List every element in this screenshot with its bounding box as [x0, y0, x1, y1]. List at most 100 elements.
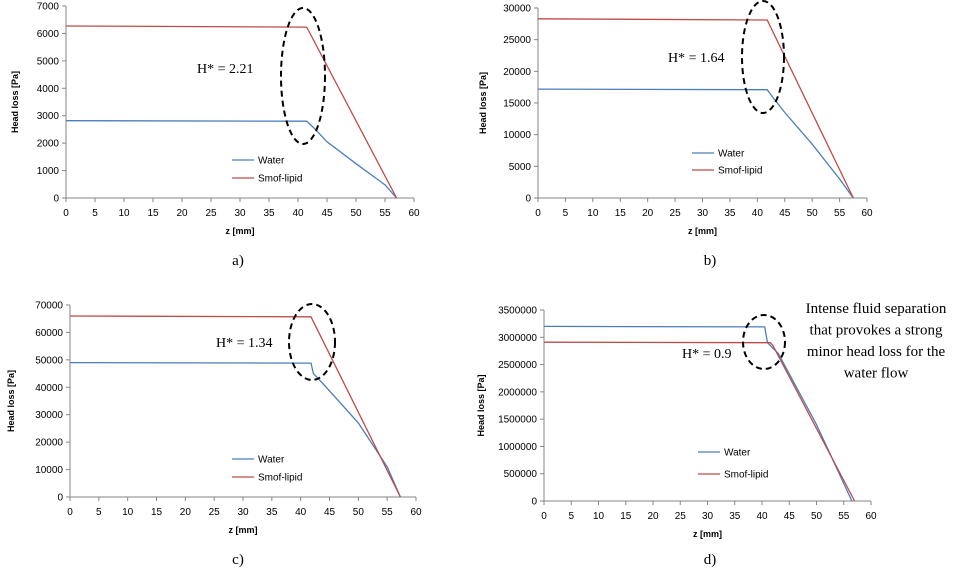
y-tick-label: 500000 [504, 469, 538, 480]
x-tick-label: 15 [620, 511, 632, 522]
x-tick-label: 55 [379, 208, 391, 219]
x-tick-label: 25 [675, 511, 687, 522]
x-tick-label: 45 [324, 507, 336, 518]
y-tick-label: 40000 [35, 383, 63, 394]
x-tick-label: 35 [266, 507, 278, 518]
dashed-ellipse [741, 0, 785, 114]
y-tick-label: 0 [57, 493, 63, 504]
series-line-water [69, 361, 401, 498]
panel-label: a) [232, 253, 244, 269]
x-tick-label: 20 [647, 511, 659, 522]
series-line-water [537, 88, 854, 199]
y-axis-label: Head loss [Pa] [10, 71, 20, 133]
y-tick-label: 2500000 [498, 360, 537, 371]
x-tick-label: 10 [587, 208, 599, 219]
y-tick-label: 3000 [37, 111, 60, 122]
x-tick-label: 15 [151, 507, 163, 518]
y-axis-label: Head loss [Pa] [476, 374, 486, 436]
x-tick-label: 20 [180, 507, 192, 518]
x-tick-label: 40 [752, 208, 764, 219]
x-tick-label: 45 [321, 208, 333, 219]
y-tick-label: 2000 [37, 139, 60, 150]
y-tick-label: 25000 [503, 35, 531, 46]
x-tick-label: 5 [568, 511, 574, 522]
y-tick-label: 6000 [37, 29, 60, 40]
y-tick-label: 4000 [37, 84, 60, 95]
x-tick-label: 25 [205, 208, 217, 219]
x-axis-label: z [mm] [229, 525, 258, 535]
x-tick-label: 45 [784, 511, 796, 522]
dashed-ellipse [288, 303, 336, 381]
x-tick-label: 35 [729, 511, 741, 522]
y-tick-label: 30000 [503, 4, 531, 15]
y-tick-label: 20000 [503, 67, 531, 78]
panel-label: d) [704, 552, 717, 568]
legend-label: Smof-lipid [718, 166, 762, 177]
x-tick-label: 50 [807, 208, 819, 219]
chart-panel-d: 0 500000 1000000 1500000 2000000 2500000 30000… [476, 301, 947, 568]
x-tick-label: 0 [535, 208, 541, 219]
y-tick-label: 10000 [503, 130, 531, 141]
x-tick-label: 50 [350, 208, 362, 219]
x-axis-label: z [mm] [693, 529, 722, 539]
h-star-annotation: H* = 0.9 [682, 347, 732, 362]
separation-note-line: minor head loss for the [807, 344, 946, 360]
x-tick-label: 20 [642, 208, 654, 219]
x-tick-label: 30 [702, 511, 714, 522]
x-tick-label: 25 [670, 208, 682, 219]
y-tick-label: 50000 [35, 355, 63, 366]
legend-label: Water [718, 149, 745, 160]
y-tick-label: 10000 [35, 465, 63, 476]
chart-panel-b: 0 5000 10000 15000 20000 25000 30000 0 5 10 15 20 25… [478, 0, 873, 269]
y-tick-label: 15000 [503, 99, 531, 110]
legend-label: Water [258, 455, 285, 466]
y-tick-label: 2000000 [498, 387, 537, 398]
y-axis-label: Head loss [Pa] [478, 72, 488, 134]
x-tick-label: 60 [410, 507, 422, 518]
x-tick-label: 5 [96, 507, 102, 518]
x-tick-label: 10 [118, 208, 130, 219]
chart-panel-a: 0 1000 2000 3000 4000 5000 6000 7000 0 5 10 15 20 25 3… [10, 2, 420, 270]
separation-note-line: that provokes a strong [810, 323, 943, 339]
chart-panel-c: 0 10000 20000 30000 40000 50000 60000 70000 0 5 10… [6, 301, 422, 569]
legend-label: Smof-lipid [258, 174, 302, 185]
x-tick-label: 50 [811, 511, 823, 522]
x-tick-label: 55 [382, 507, 394, 518]
x-tick-label: 10 [122, 507, 134, 518]
y-axis-label: Head loss [Pa] [6, 370, 16, 432]
series-line-smof-lipid [69, 315, 401, 498]
x-tick-label: 60 [861, 208, 873, 219]
y-tick-label: 7000 [37, 2, 60, 13]
x-tick-label: 30 [697, 208, 709, 219]
series-line-smof-lipid [543, 341, 856, 502]
legend-label: Water [258, 156, 285, 167]
dashed-ellipse [280, 7, 326, 145]
dashed-ellipse [742, 314, 786, 370]
x-tick-label: 35 [724, 208, 736, 219]
panel-label: c) [232, 552, 244, 568]
x-tick-label: 15 [147, 208, 159, 219]
x-tick-label: 25 [209, 507, 221, 518]
y-tick-label: 0 [525, 194, 531, 205]
x-tick-label: 40 [756, 511, 768, 522]
h-star-annotation: H* = 2.21 [197, 62, 254, 77]
panel-label: b) [704, 253, 717, 269]
x-tick-label: 0 [541, 511, 547, 522]
x-axis-label: z [mm] [688, 226, 717, 236]
x-tick-label: 40 [292, 208, 304, 219]
x-tick-label: 60 [865, 511, 877, 522]
y-tick-label: 70000 [35, 301, 63, 312]
x-tick-label: 40 [295, 507, 307, 518]
y-tick-label: 1000 [37, 166, 60, 177]
separation-note-line: water flow [844, 366, 909, 382]
x-tick-label: 50 [353, 507, 365, 518]
x-axis-label: z [mm] [226, 226, 255, 236]
x-tick-label: 30 [234, 208, 246, 219]
series-line-smof-lipid [65, 25, 398, 199]
y-tick-label: 20000 [35, 438, 63, 449]
series-line-smof-lipid [537, 18, 854, 199]
h-star-annotation: H* = 1.64 [668, 51, 725, 66]
y-tick-label: 60000 [35, 328, 63, 339]
legend-label: Smof-lipid [258, 473, 302, 484]
